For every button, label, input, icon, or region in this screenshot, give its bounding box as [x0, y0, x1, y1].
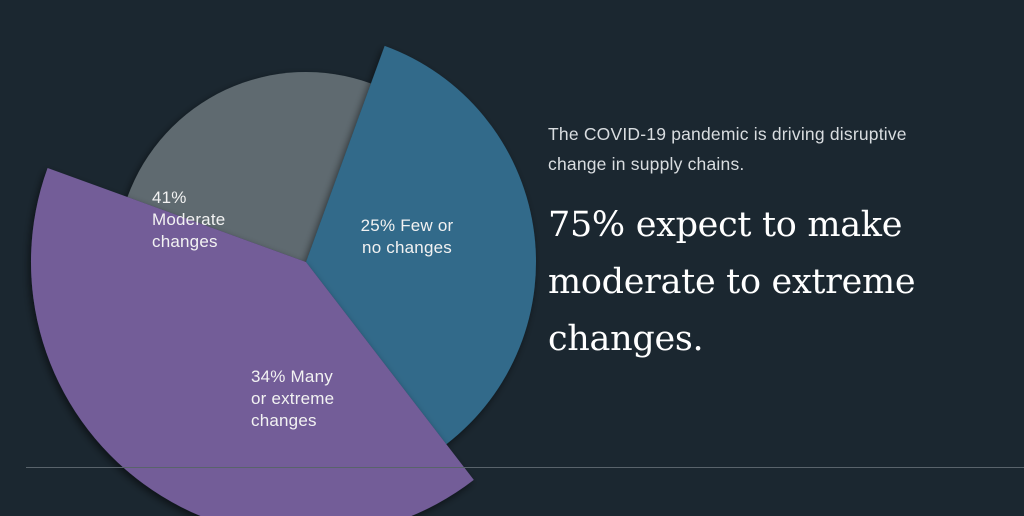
- pie-slice-moderate-changes: [30, 167, 474, 516]
- pie-label-line: changes: [152, 232, 218, 251]
- pie-label-line: no changes: [362, 238, 452, 257]
- pie-labels: 25% Few or no changes 34% Many or extreme ch…: [152, 188, 453, 430]
- intro-text: The COVID-19 pandemic is driving disrupt…: [548, 124, 907, 174]
- pie-label-line: 41%: [152, 188, 187, 207]
- pie-label-line: changes: [251, 411, 317, 430]
- pie-label-line: 25% Few or: [361, 216, 454, 235]
- pie-slice-few-or-no-changes: [127, 72, 371, 262]
- pie-label-line: or extreme: [251, 389, 334, 408]
- pie-slices: [30, 45, 536, 516]
- pie-slice-many-or-extreme-changes: [306, 45, 536, 445]
- pie-label-line: Moderate: [152, 210, 225, 229]
- footer-divider: [26, 467, 1024, 468]
- pie-label-line: 34% Many: [251, 367, 333, 386]
- pie-label-many-or-extreme-changes: 34% Many or extreme changes: [251, 367, 334, 430]
- headline: 75% expect to make moderate to extreme c…: [548, 205, 916, 359]
- pie-chart: 25% Few or no changes 34% Many or extreme ch…: [30, 45, 536, 516]
- pie-label-few-or-no-changes: 25% Few or no changes: [361, 216, 454, 257]
- pie-label-moderate-changes: 41% Moderate changes: [152, 188, 225, 251]
